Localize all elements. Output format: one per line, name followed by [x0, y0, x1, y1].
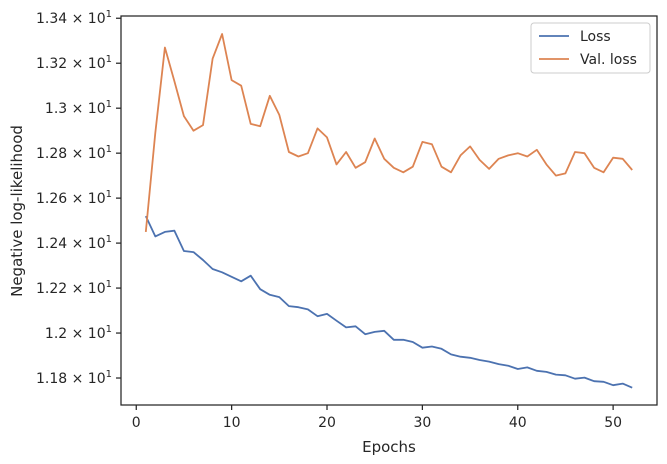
x-tick-label: 10 [223, 415, 241, 431]
y-tick-label: 1.24 × 101 [36, 234, 112, 252]
x-axis-label: Epochs [362, 438, 416, 456]
series-line-loss [144, 215, 633, 389]
y-tick-label: 1.2 × 101 [45, 324, 112, 342]
series-line-val-loss [144, 33, 633, 232]
y-axis-ticks: 1.18 × 101 1.2 × 101 1.22 × 101 1.24 × 101 1… [36, 9, 121, 387]
x-tick-label: 20 [318, 415, 336, 431]
x-tick-label: 30 [413, 415, 431, 431]
x-tick-label: 0 [132, 415, 141, 431]
y-axis-label: Negative log-likelihood [8, 125, 26, 297]
x-tick-label: 50 [604, 415, 622, 431]
y-tick-label: 1.28 × 101 [36, 144, 112, 162]
y-tick-label: 1.18 × 101 [36, 369, 112, 387]
y-tick-label: 1.22 × 101 [36, 279, 112, 297]
x-axis-ticks: 0 10 20 30 40 50 [132, 405, 622, 431]
plot-frame [120, 15, 658, 406]
y-tick-label: 1.34 × 101 [36, 9, 112, 27]
y-tick-label: 1.3 × 101 [45, 99, 112, 117]
legend-label-val-loss: Val. loss [580, 52, 637, 68]
legend: Loss Val. loss [530, 22, 651, 74]
y-tick-label: 1.32 × 101 [36, 54, 112, 72]
legend-label-loss: Loss [580, 29, 611, 45]
y-tick-label: 1.26 × 101 [36, 189, 112, 207]
x-tick-label: 40 [509, 415, 527, 431]
series-lines [144, 33, 633, 389]
